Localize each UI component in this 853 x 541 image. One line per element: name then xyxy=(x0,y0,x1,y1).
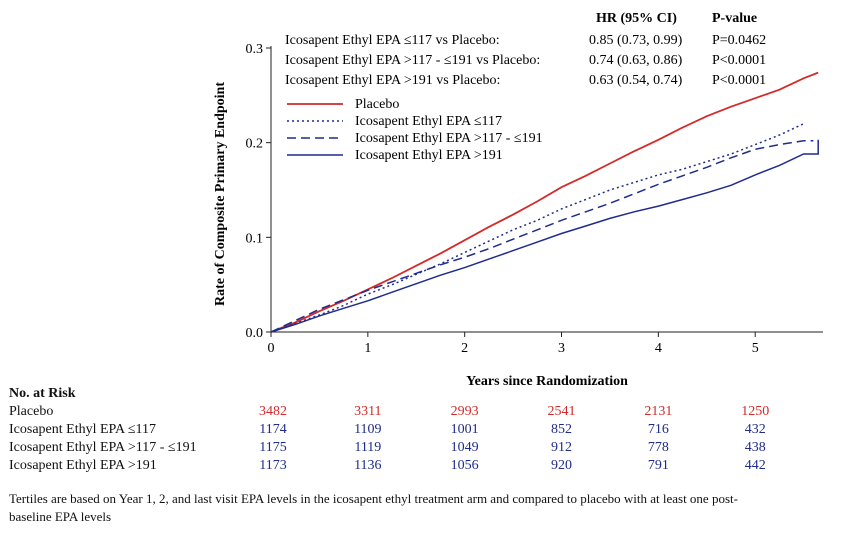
risk-value: 2541 xyxy=(547,404,576,419)
hr-row-label: Icosapent Ethyl EPA >191 vs Placebo: xyxy=(285,73,500,88)
series-line-4 xyxy=(270,139,819,333)
risk-value: 1174 xyxy=(259,422,287,437)
y-tick-label: 0.0 xyxy=(246,326,264,341)
hr-row-ci: 0.63 (0.54, 0.74) xyxy=(589,73,683,88)
series-line-1 xyxy=(270,71,819,333)
risk-value: 1056 xyxy=(450,458,479,473)
y-axis-title: Rate of Composite Primary Endpoint xyxy=(213,82,228,306)
risk-value: 912 xyxy=(551,440,573,455)
chart-legend: Placebo Icosapent Ethyl EPA ≤117 Icosapent… xyxy=(287,97,543,163)
risk-table-title: No. at Risk xyxy=(9,386,76,401)
risk-value: 2131 xyxy=(644,404,673,419)
risk-value: 1250 xyxy=(741,404,770,419)
risk-row: Icosapent Ethyl EPA >117 - ≤191 1175 1119 1… xyxy=(0,440,853,458)
hr-row-label: Icosapent Ethyl EPA >117 - ≤191 vs Place… xyxy=(285,53,540,68)
hr-row-pvalue: P=0.0462 xyxy=(712,33,766,48)
risk-value: 1173 xyxy=(259,458,287,473)
risk-value: 1049 xyxy=(450,440,479,455)
risk-row: Placebo 3482 3311 2993 2541 2131 1250 xyxy=(0,404,853,422)
y-tick-label: 0.2 xyxy=(246,137,264,152)
risk-value: 1175 xyxy=(259,440,287,455)
risk-value: 1109 xyxy=(354,422,382,437)
x-tick-label: 2 xyxy=(461,341,468,356)
risk-value: 438 xyxy=(744,440,766,455)
series-line-3 xyxy=(270,140,814,333)
risk-value: 3482 xyxy=(259,404,287,419)
y-tick-label: 0.1 xyxy=(246,231,264,246)
legend-label: Icosapent Ethyl EPA >191 xyxy=(355,148,503,163)
chart-axes: 0 1 2 3 4 5 0.0 0.1 0.2 0.3 Years since Randomizat… xyxy=(213,42,823,389)
x-tick-label: 1 xyxy=(364,341,371,356)
risk-row-label: Placebo xyxy=(9,404,54,419)
risk-value: 432 xyxy=(744,422,766,437)
risk-row: Icosapent Ethyl EPA >191 1173 1136 1056 920 7… xyxy=(0,458,853,476)
risk-row-label: Icosapent Ethyl EPA ≤117 xyxy=(9,422,157,437)
risk-value: 442 xyxy=(744,458,766,473)
x-tick-label: 5 xyxy=(752,341,759,356)
y-tick-label: 0.3 xyxy=(246,42,264,57)
x-axis-title: Years since Randomization xyxy=(466,374,628,389)
risk-value: 1136 xyxy=(354,458,382,473)
hr-header-pvalue: P-value xyxy=(712,11,757,26)
series-line-2 xyxy=(270,123,804,333)
hr-row-ci: 0.85 (0.73, 0.99) xyxy=(589,33,683,48)
footnote: Tertiles are based on Year 1, 2, and las… xyxy=(9,491,738,524)
risk-value: 1001 xyxy=(450,422,479,437)
risk-row: Icosapent Ethyl EPA ≤117 1174 1109 1001 852 7… xyxy=(0,422,853,440)
hr-row-ci: 0.74 (0.63, 0.86) xyxy=(589,53,683,68)
risk-value: 3311 xyxy=(354,404,382,419)
x-tick-label: 3 xyxy=(558,341,565,356)
km-chart: 0 1 2 3 4 5 0.0 0.1 0.2 0.3 Years since Randomizat… xyxy=(213,11,823,389)
risk-value: 852 xyxy=(551,422,573,437)
risk-value: 1119 xyxy=(354,440,382,455)
risk-value: 2993 xyxy=(450,404,479,419)
risk-row-label: Icosapent Ethyl EPA >191 xyxy=(9,458,157,473)
legend-label: Icosapent Ethyl EPA ≤117 xyxy=(355,114,502,129)
legend-label: Icosapent Ethyl EPA >117 - ≤191 xyxy=(355,131,543,146)
hr-row-pvalue: P<0.0001 xyxy=(712,73,766,88)
risk-value: 791 xyxy=(647,458,669,473)
risk-value: 716 xyxy=(647,422,669,437)
hr-header-ci: HR (95% CI) xyxy=(596,11,677,26)
hr-row-label: Icosapent Ethyl EPA ≤117 vs Placebo: xyxy=(285,33,500,48)
x-tick-label: 0 xyxy=(268,341,275,356)
x-tick-label: 4 xyxy=(655,341,662,356)
legend-label: Placebo xyxy=(355,97,399,112)
risk-value: 778 xyxy=(647,440,669,455)
hr-table: HR (95% CI) P-value Icosapent Ethyl EPA ≤1… xyxy=(285,11,766,88)
risk-row-label: Icosapent Ethyl EPA >117 - ≤191 xyxy=(9,440,197,455)
hr-row-pvalue: P<0.0001 xyxy=(712,53,766,68)
chart-series xyxy=(270,71,819,333)
risk-value: 920 xyxy=(551,458,573,473)
